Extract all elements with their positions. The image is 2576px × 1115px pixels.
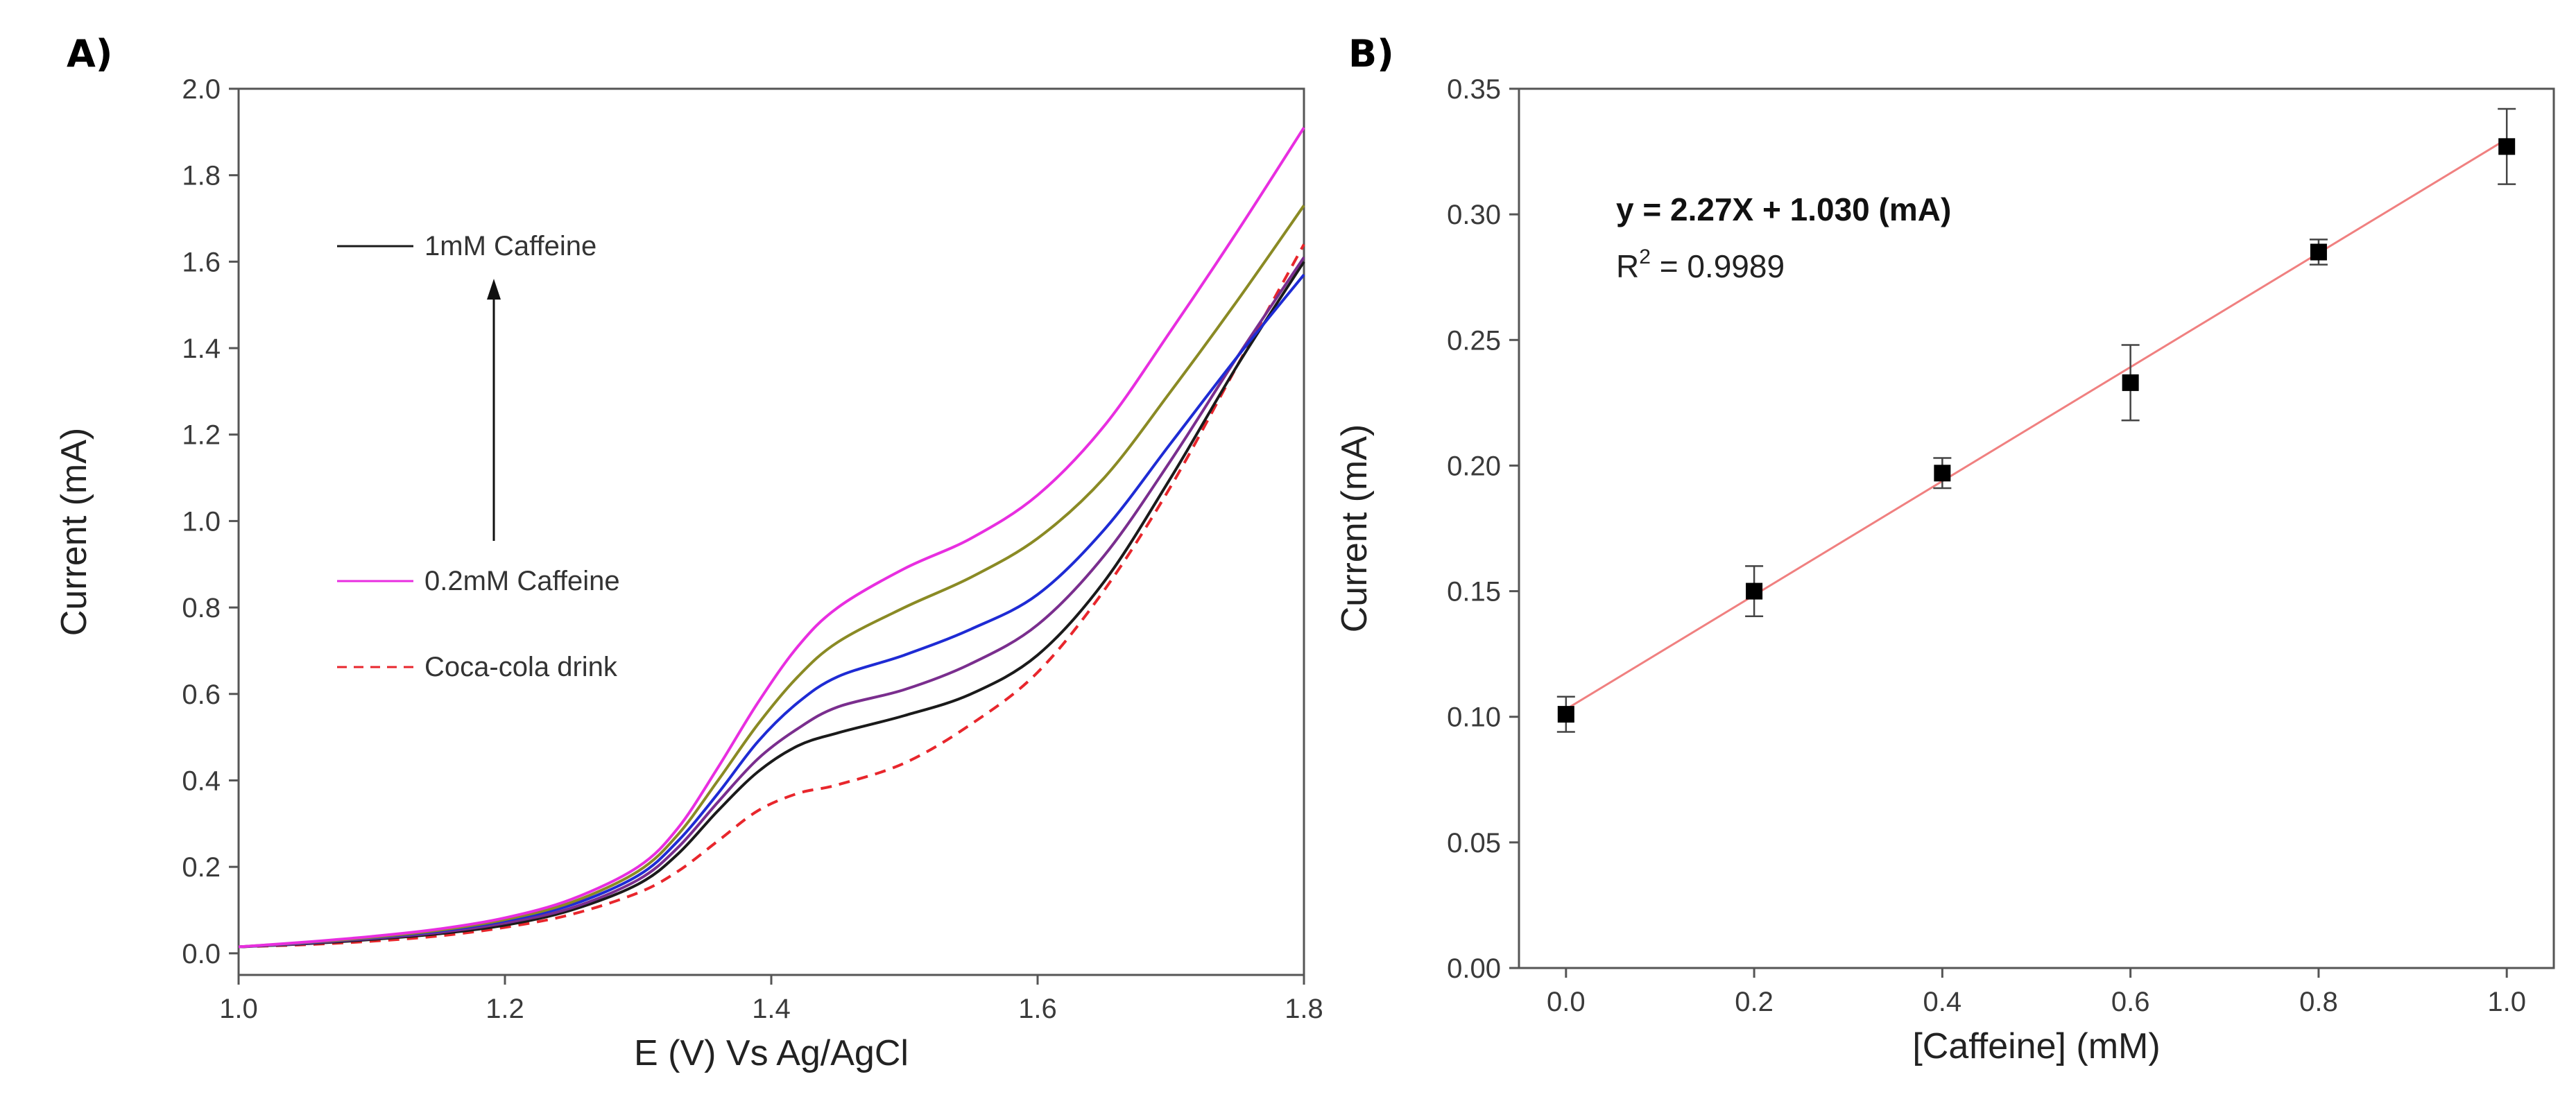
data-point [2310,243,2327,261]
a-y-tick-label: 1.4 [182,334,221,364]
panel-b-y-ticks: 0.00 0.05 0.10 0.15 0.20 0.25 0.30 0.35 [1447,74,1519,984]
panel-a-series [238,127,1305,949]
series-line-coca-cola-drink [238,243,1305,949]
legend-label-0-2mm: 0.2mM Caffeine [424,566,620,596]
a-y-tick-label: 0.4 [182,766,221,796]
a-y-tick-label: 0.0 [182,939,221,969]
a-y-tick-label: 1.2 [182,420,221,451]
a-x-tick-label: 1.8 [1285,994,1323,1024]
series-line-trace-3 [238,256,1305,949]
r-squared-superscript: 2 [1639,245,1651,268]
b-y-tick-label: 0.05 [1447,828,1501,858]
panel-a-legend: 1mM Caffeine 0.2mM Caffeine Coca-cola dr… [337,231,620,682]
b-x-tick-label: 0.0 [1547,987,1586,1017]
a-y-tick-label: 1.6 [182,247,221,277]
panel-a-voltammogram: A) 1.0 1.2 1.4 1.6 1.8 0.0 0.2 0.4 0.6 0.8 1.0 1.2… [54,32,1323,1073]
data-point [2498,138,2516,155]
r-squared: R2 = 0.9989 [1616,245,1785,284]
a-y-tick-label: 0.2 [182,852,221,883]
panel-b-x-ticks: 0.0 0.2 0.4 0.6 0.8 1.0 [1547,968,2526,1017]
panel-b-plot-frame [1518,87,2555,969]
increase-arrow-head-icon [487,279,501,300]
b-x-tick-label: 0.8 [2299,987,2338,1017]
a-x-tick-label: 1.2 [486,994,524,1024]
b-x-tick-label: 0.6 [2111,987,2150,1017]
a-y-tick-label: 2.0 [182,74,221,105]
data-point [1557,706,1574,723]
panel-b-x-axis-title: [Caffeine] (mM) [1912,1026,2160,1066]
series-line-trace-2 [238,261,1305,949]
series-line-trace-4 [238,273,1305,949]
legend-label-1mm: 1mM Caffeine [424,231,596,261]
panel-a-plot-frame [237,87,1305,976]
b-y-tick-label: 0.10 [1447,702,1501,733]
b-y-tick-label: 0.15 [1447,577,1501,607]
b-x-tick-label: 0.2 [1735,987,1774,1017]
panel-a-x-ticks: 1.0 1.2 1.4 1.6 1.8 [219,975,1323,1024]
panel-a-y-axis-title: Current (mA) [54,428,94,636]
b-x-tick-label: 1.0 [2487,987,2526,1017]
legend-label-coca-cola: Coca-cola drink [424,652,618,682]
b-x-tick-label: 0.4 [1923,987,1962,1017]
a-y-tick-label: 1.0 [182,506,221,537]
panel-a-x-axis-title: E (V) Vs Ag/AgCl [634,1033,909,1073]
a-y-tick-label: 0.6 [182,680,221,710]
a-y-tick-label: 0.8 [182,593,221,623]
fit-line [1565,138,2507,711]
b-y-tick-label: 0.25 [1447,325,1501,356]
a-y-tick-label: 1.8 [182,161,221,191]
panel-b-fit [1565,138,2507,711]
panel-b-y-axis-title: Current (mA) [1334,424,1375,632]
r-squared-value: = 0.9989 [1651,248,1785,284]
a-x-tick-label: 1.4 [752,994,791,1024]
b-y-tick-label: 0.30 [1447,200,1501,230]
r-squared-prefix: R [1616,248,1639,284]
panel-a-label: A) [67,32,112,76]
a-x-tick-label: 1.6 [1018,994,1057,1024]
data-point [1746,582,1763,600]
b-y-tick-label: 0.00 [1447,953,1501,984]
panel-b-points [1556,107,2516,733]
data-point [1934,465,1951,482]
series-line-trace-5 [238,205,1305,949]
panel-b-label: B) [1348,32,1394,76]
b-y-tick-label: 0.20 [1447,451,1501,481]
fit-equation: y = 2.27X + 1.030 (mA) [1616,191,1951,227]
series-line-0-2mm-caffeine [238,127,1305,949]
a-x-tick-label: 1.0 [219,994,258,1024]
data-point [2122,374,2139,391]
panel-a-y-ticks: 0.0 0.2 0.4 0.6 0.8 1.0 1.2 1.4 1.6 1.8 2.0 [182,74,239,969]
b-y-tick-label: 0.35 [1447,74,1501,105]
panel-b-calibration: B) 0.0 0.2 0.4 0.6 0.8 1.0 0.000.050.100.150.… [1334,32,2555,1066]
